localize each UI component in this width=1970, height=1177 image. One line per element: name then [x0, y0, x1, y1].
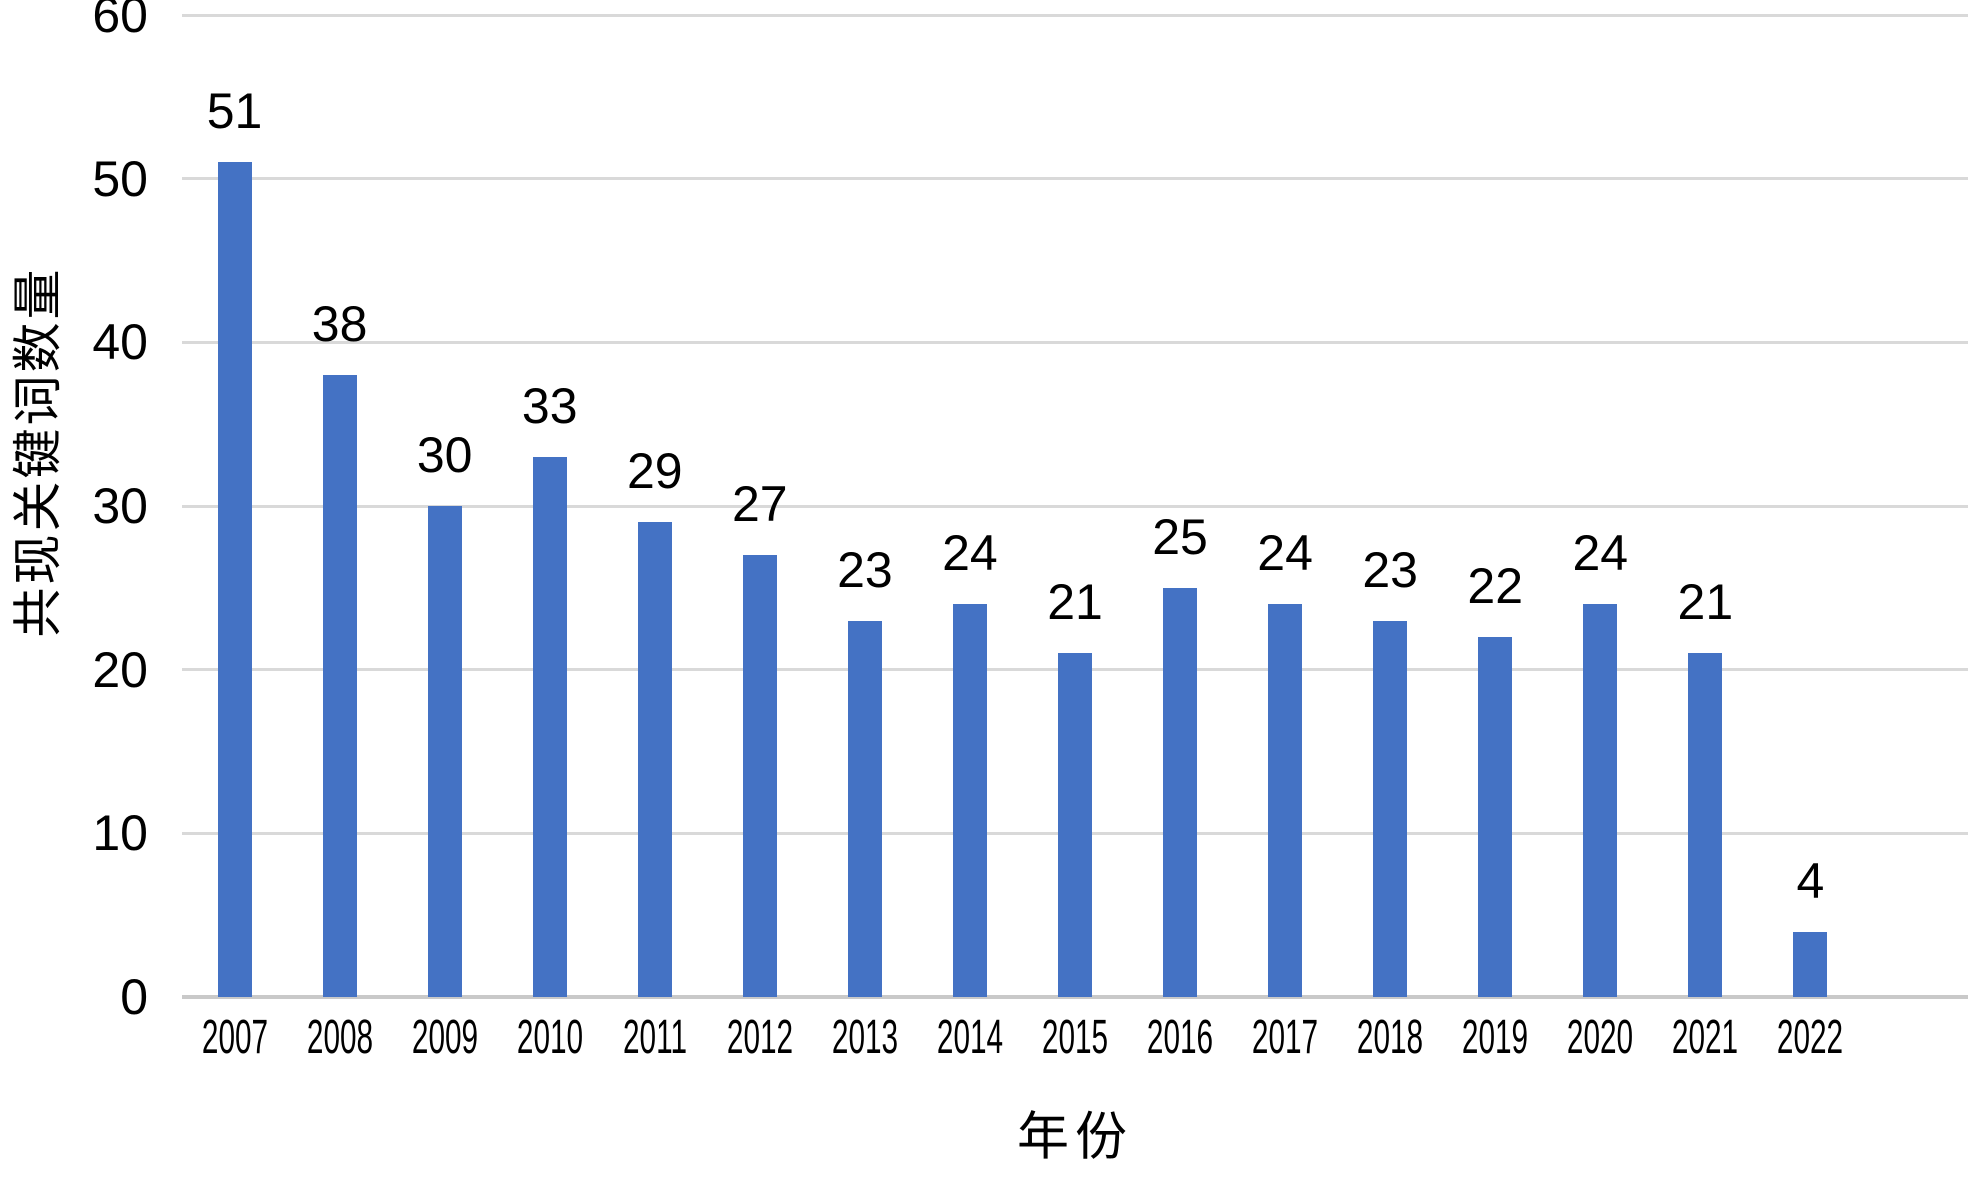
bar: [1268, 604, 1303, 997]
x-axis-tick-label: 2009: [411, 1011, 478, 1064]
bar-value-label: 22: [1467, 557, 1524, 614]
bar: [1373, 620, 1408, 997]
x-axis-tick-label: 2014: [936, 1011, 1004, 1064]
bar-value-label: 27: [732, 476, 788, 533]
bar: [952, 604, 987, 997]
bar: [637, 522, 672, 997]
x-axis-tick-label: 2019: [1462, 1011, 1529, 1064]
y-axis-tick-label: 40: [92, 314, 148, 371]
x-axis-tick-label: 2022: [1777, 1011, 1844, 1064]
x-axis-tick-label: 2020: [1567, 1011, 1634, 1064]
y-axis-tick-label: 0: [120, 969, 148, 1025]
bar: [1793, 931, 1828, 997]
x-axis-tick-label: 2012: [726, 1011, 793, 1064]
bar: [322, 375, 357, 997]
y-axis-tick-label: 50: [92, 150, 148, 207]
bar-value-label: 25: [1152, 508, 1208, 565]
x-axis-title: 年份: [1016, 1109, 1134, 1167]
y-axis-tick-label: 20: [92, 641, 148, 698]
x-axis-tick-label: 2007: [201, 1011, 268, 1064]
bar: [1688, 653, 1723, 997]
plot-area: 51 2007 38 2008 30 2009 33 2010 29 2011 27 2012 23 20…: [182, 13, 1968, 1062]
x-axis-tick-label: 2011: [622, 1011, 687, 1064]
bar: [532, 456, 567, 997]
bar-value-label: 51: [206, 83, 263, 140]
bar-value-label: 23: [837, 541, 893, 598]
gridline: [182, 13, 1968, 17]
bar-value-label: 24: [942, 525, 998, 582]
bar: [1583, 604, 1618, 997]
y-axis-tick-label: 60: [92, 0, 148, 43]
y-axis-tick-label: 30: [92, 478, 148, 534]
bar-value-label: 4: [1796, 852, 1825, 909]
bar-value-label: 24: [1257, 525, 1313, 582]
gridline: [182, 177, 1968, 181]
bar: [427, 506, 462, 997]
y-axis-tick-label: 10: [92, 805, 148, 862]
bar-value-label: 38: [311, 296, 368, 353]
gridline: [182, 340, 1968, 344]
bar-value-label: 33: [521, 377, 578, 434]
x-axis-line: [182, 995, 1968, 999]
x-axis-tick-label: 2013: [831, 1011, 898, 1064]
gridline: [182, 504, 1968, 508]
bar: [847, 620, 882, 997]
x-axis-tick-label: 2016: [1146, 1011, 1214, 1064]
x-axis-tick-label: 2018: [1357, 1011, 1424, 1064]
x-axis-tick-label: 2021: [1672, 1011, 1739, 1064]
x-axis-tick-label: 2015: [1041, 1011, 1109, 1064]
bar: [1163, 587, 1198, 997]
x-axis-tick-label: 2008: [306, 1011, 373, 1064]
bar: [217, 162, 252, 997]
bar-value-label: 24: [1572, 525, 1629, 582]
bar-value-label: 21: [1677, 574, 1734, 631]
bar-value-label: 29: [626, 443, 683, 500]
bar-value-label: 21: [1047, 574, 1103, 631]
x-axis-tick-label: 2010: [516, 1011, 583, 1064]
x-axis-tick-label: 2017: [1252, 1011, 1319, 1064]
bar: [1058, 653, 1092, 997]
bar-value-label: 23: [1362, 541, 1418, 598]
bar: [1478, 636, 1513, 997]
bar: [742, 555, 777, 997]
bar-value-label: 30: [416, 427, 473, 483]
